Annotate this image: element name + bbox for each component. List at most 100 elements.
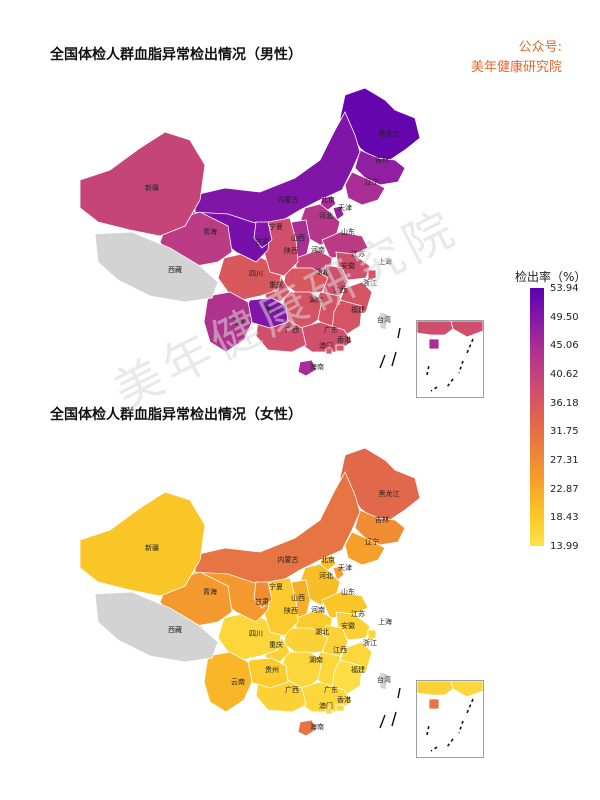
province-label-male-20: 海南: [310, 362, 324, 371]
province-label-female-27: 陕西: [284, 606, 298, 615]
male-inset-region-1: [450, 321, 483, 338]
province-male-11: [367, 269, 377, 281]
province-label-male-21: 香港: [337, 335, 351, 344]
province-label-male-24: 四川: [249, 270, 263, 278]
province-label-female-23: 重庆: [269, 640, 283, 649]
province-female-3: [194, 471, 361, 593]
province-label-male-25: 贵州: [265, 305, 279, 314]
province-male-31: [79, 131, 206, 237]
province-label-female-33: 台湾: [377, 675, 391, 684]
province-label-male-13: 浙江: [363, 278, 377, 287]
province-label-female-26: 云南: [231, 677, 245, 686]
province-female-14: [283, 627, 329, 655]
legend-tick-9: 13.99: [550, 541, 579, 552]
legend-tick-3: 40.62: [550, 369, 579, 380]
province-female-0: [339, 447, 421, 521]
province-label-female-8: 山东: [341, 587, 355, 596]
province-label-male-12: 安徽: [341, 261, 355, 270]
province-label-male-4: 北京: [321, 195, 335, 204]
province-label-male-2: 辽宁: [365, 177, 379, 186]
province-male-1: [354, 149, 406, 186]
province-label-female-15: 江西: [333, 646, 347, 654]
province-label-female-30: 青海: [203, 587, 217, 596]
province-female-29: [253, 581, 273, 609]
province-female-23: [261, 637, 291, 663]
province-label-female-14: 湖北: [315, 627, 329, 636]
province-label-male-7: 山西: [291, 233, 305, 242]
province-label-male-19: 广西: [285, 325, 299, 334]
province-label-female-29: 宁夏: [269, 582, 283, 591]
male-inset-region-0: [417, 321, 454, 336]
female-map-title: 全国体检人群血脂异常检出情况（女性）: [50, 407, 302, 423]
province-male-32: [94, 231, 219, 303]
province-label-female-17: 湖南: [309, 655, 323, 664]
province-label-female-21: 香港: [337, 695, 351, 704]
province-label-female-10: 江苏: [351, 609, 365, 618]
female-inset-region-2: [428, 698, 440, 710]
province-female-31: [79, 491, 206, 597]
province-label-female-11: 上海: [378, 617, 392, 626]
province-label-female-25: 贵州: [265, 665, 279, 674]
province-label-male-8: 山东: [341, 227, 355, 236]
province-label-female-28: 甘肃: [255, 597, 269, 606]
province-female-11: [367, 629, 377, 641]
province-label-female-20: 海南: [310, 722, 324, 731]
province-male-20: [297, 359, 317, 377]
province-female-32: [94, 591, 219, 663]
male-inset-region-2: [428, 338, 440, 350]
province-label-male-27: 陕西: [284, 246, 298, 255]
province-female-1: [354, 509, 406, 546]
male-inset-dashes: [426, 338, 474, 392]
province-label-male-1: 吉林: [375, 155, 389, 164]
province-label-male-31: 新疆: [145, 183, 159, 192]
province-female-28: [191, 571, 271, 623]
province-label-female-22: 澳门: [319, 701, 333, 710]
province-label-male-29: 宁夏: [269, 222, 283, 231]
province-female-33: [379, 671, 389, 691]
province-female-6: [299, 563, 341, 606]
province-label-female-18: 广东: [324, 685, 338, 694]
province-label-female-13: 浙江: [363, 638, 377, 647]
province-label-female-12: 安徽: [341, 621, 355, 630]
province-female-4: [319, 555, 337, 571]
province-female-20: [297, 719, 317, 737]
province-female-19: [255, 677, 307, 713]
female-boundary-marks: [379, 687, 401, 729]
province-female-22: [325, 707, 333, 715]
province-label-male-3: 内蒙古: [278, 195, 299, 204]
province-label-male-28: 甘肃: [255, 237, 269, 246]
province-female-7: [285, 579, 311, 621]
province-label-male-6: 河北: [319, 212, 333, 220]
legend-tick-4: 36.18: [550, 397, 579, 409]
province-label-male-17: 湖南: [309, 295, 323, 304]
province-male-22: [325, 347, 333, 355]
province-label-male-9: 河南: [311, 245, 325, 254]
province-label-female-19: 广西: [285, 685, 299, 694]
province-label-female-4: 北京: [321, 555, 335, 564]
province-female-24: [217, 611, 283, 661]
province-label-female-7: 山西: [291, 593, 305, 602]
province-male-2: [344, 171, 386, 206]
legend-tick-8: 18.43: [550, 512, 579, 524]
province-female-21: [335, 704, 345, 712]
province-female-9: [295, 609, 333, 641]
province-male-21: [335, 344, 345, 352]
province-label-male-30: 青海: [203, 227, 217, 236]
legend-color-bar: [530, 288, 544, 546]
female-inset-dashes: [426, 698, 474, 752]
female-inset-region-1: [450, 681, 483, 698]
legend-tick-6: 27.31: [550, 455, 579, 466]
province-label-female-24: 四川: [249, 630, 263, 638]
province-male-26: [203, 291, 253, 353]
province-label-female-16: 福建: [351, 665, 365, 674]
legend-tick-5: 31.75: [550, 426, 579, 438]
province-label-male-10: 江苏: [351, 249, 365, 258]
province-label-male-15: 江西: [333, 286, 347, 294]
province-label-female-1: 吉林: [375, 515, 389, 524]
female-inset-map: [417, 681, 483, 752]
legend-tick-7: 22.87: [550, 483, 579, 495]
province-female-15: [315, 651, 345, 691]
province-female-27: [263, 577, 299, 637]
legend-tick-1: 49.50: [550, 311, 579, 323]
